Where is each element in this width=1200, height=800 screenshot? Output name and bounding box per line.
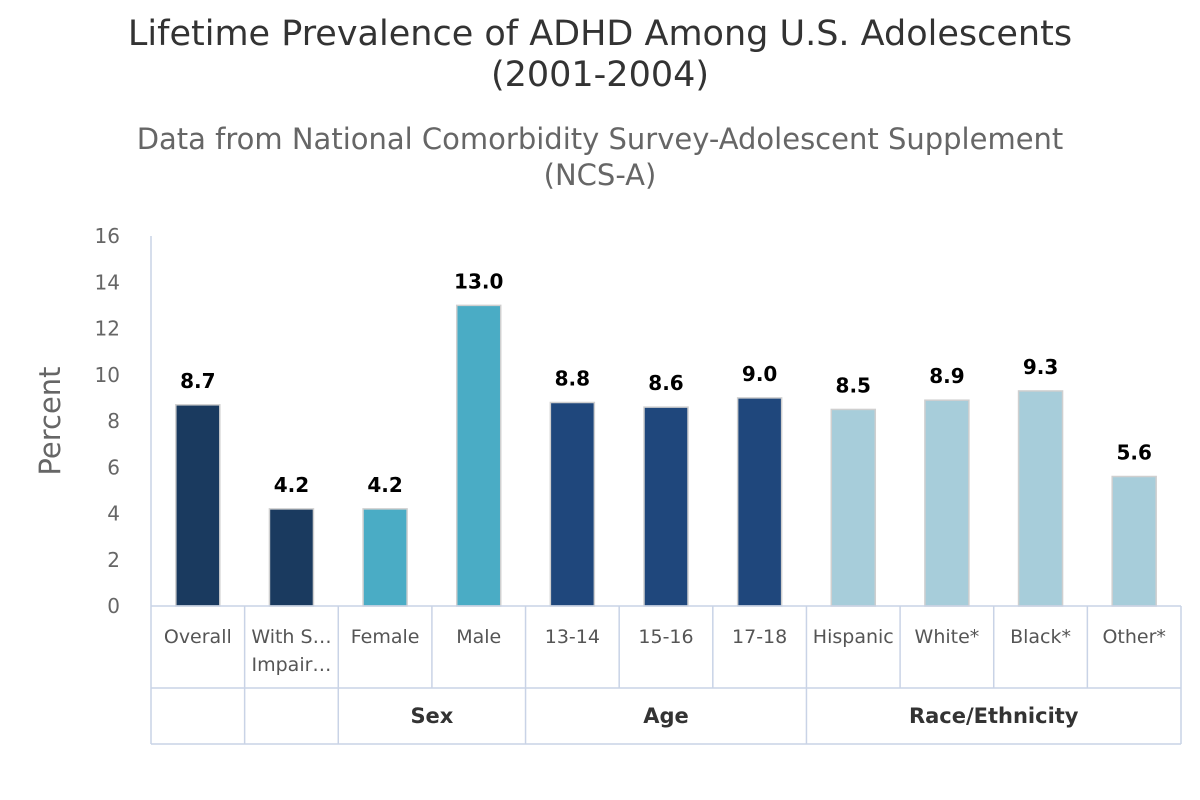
y-axis-label: Percent xyxy=(33,366,67,475)
y-tick-label: 14 xyxy=(95,270,120,294)
group-label: Sex xyxy=(410,704,453,728)
bar-series xyxy=(175,304,1157,607)
data-label: 9.3 xyxy=(1023,355,1058,379)
y-tick-label: 12 xyxy=(95,317,120,341)
bar xyxy=(549,401,596,607)
data-labels: 8.7 4.2 4.2 13.0 8.8 8.6 9.0 8.5 8.9 9.3 5.6 xyxy=(180,269,1152,497)
data-label: 5.6 xyxy=(1116,441,1151,465)
chart-title-line-2: (2001-2004) xyxy=(490,55,710,95)
bar xyxy=(924,399,970,607)
bar xyxy=(830,408,877,607)
bar xyxy=(1111,475,1157,607)
category-label: 15-16 xyxy=(638,626,693,648)
category-axis-grid xyxy=(150,605,1182,745)
data-label: 13.0 xyxy=(454,269,503,293)
category-label: Other* xyxy=(1102,626,1165,648)
category-label: 17-18 xyxy=(732,626,787,648)
data-label: 8.8 xyxy=(555,367,590,391)
chart-title-line-1: Lifetime Prevalence of ADHD Among U.S. A… xyxy=(127,14,1073,54)
data-label: 4.2 xyxy=(367,473,402,497)
chart-subtitle: Data from National Comorbidity Survey-Ad… xyxy=(0,121,1200,193)
category-label: 13-14 xyxy=(545,626,600,648)
data-label: 9.0 xyxy=(742,362,777,386)
bar xyxy=(736,397,783,607)
data-label: 4.2 xyxy=(274,473,309,497)
category-label: Female xyxy=(351,626,420,648)
y-tick-label: 6 xyxy=(107,455,120,479)
chart-title: Lifetime Prevalence of ADHD Among U.S. A… xyxy=(0,14,1200,96)
category-label: Overall xyxy=(164,626,232,648)
category-label: Male xyxy=(456,626,501,648)
bar xyxy=(1017,390,1064,607)
data-label: 8.9 xyxy=(929,364,964,388)
data-label: 8.6 xyxy=(648,371,683,395)
bar xyxy=(455,304,502,607)
group-label: Race/Ethnicity xyxy=(909,704,1079,728)
chart-subtitle-line-1: Data from National Comorbidity Survey-Ad… xyxy=(136,122,1064,156)
bar xyxy=(643,406,689,607)
category-label: White* xyxy=(915,626,980,648)
y-tick-label: 2 xyxy=(107,548,120,572)
chart-subtitle-line-2: (NCS-A) xyxy=(543,158,657,192)
data-label: 8.7 xyxy=(180,369,215,393)
category-label: With S… xyxy=(251,626,331,648)
data-label: 8.5 xyxy=(836,373,871,397)
group-labels: Sex Age Race/Ethnicity xyxy=(410,704,1078,728)
bar xyxy=(268,508,315,607)
category-label: Hispanic xyxy=(813,626,894,648)
y-axis-ticks: 0 2 4 6 8 10 12 14 16 xyxy=(95,224,152,618)
group-label: Age xyxy=(643,704,689,728)
bar xyxy=(175,404,221,607)
y-tick-label: 16 xyxy=(95,224,120,248)
bar xyxy=(362,508,408,607)
y-tick-label: 10 xyxy=(95,363,120,387)
category-labels: Overall With S… Impair… Female Male 13-14 15-1… xyxy=(164,626,1166,676)
y-tick-label: 0 xyxy=(107,594,120,618)
y-tick-label: 4 xyxy=(107,502,120,526)
category-label: Impair… xyxy=(252,654,332,676)
y-tick-label: 8 xyxy=(107,409,120,433)
category-label: Black* xyxy=(1010,626,1071,648)
